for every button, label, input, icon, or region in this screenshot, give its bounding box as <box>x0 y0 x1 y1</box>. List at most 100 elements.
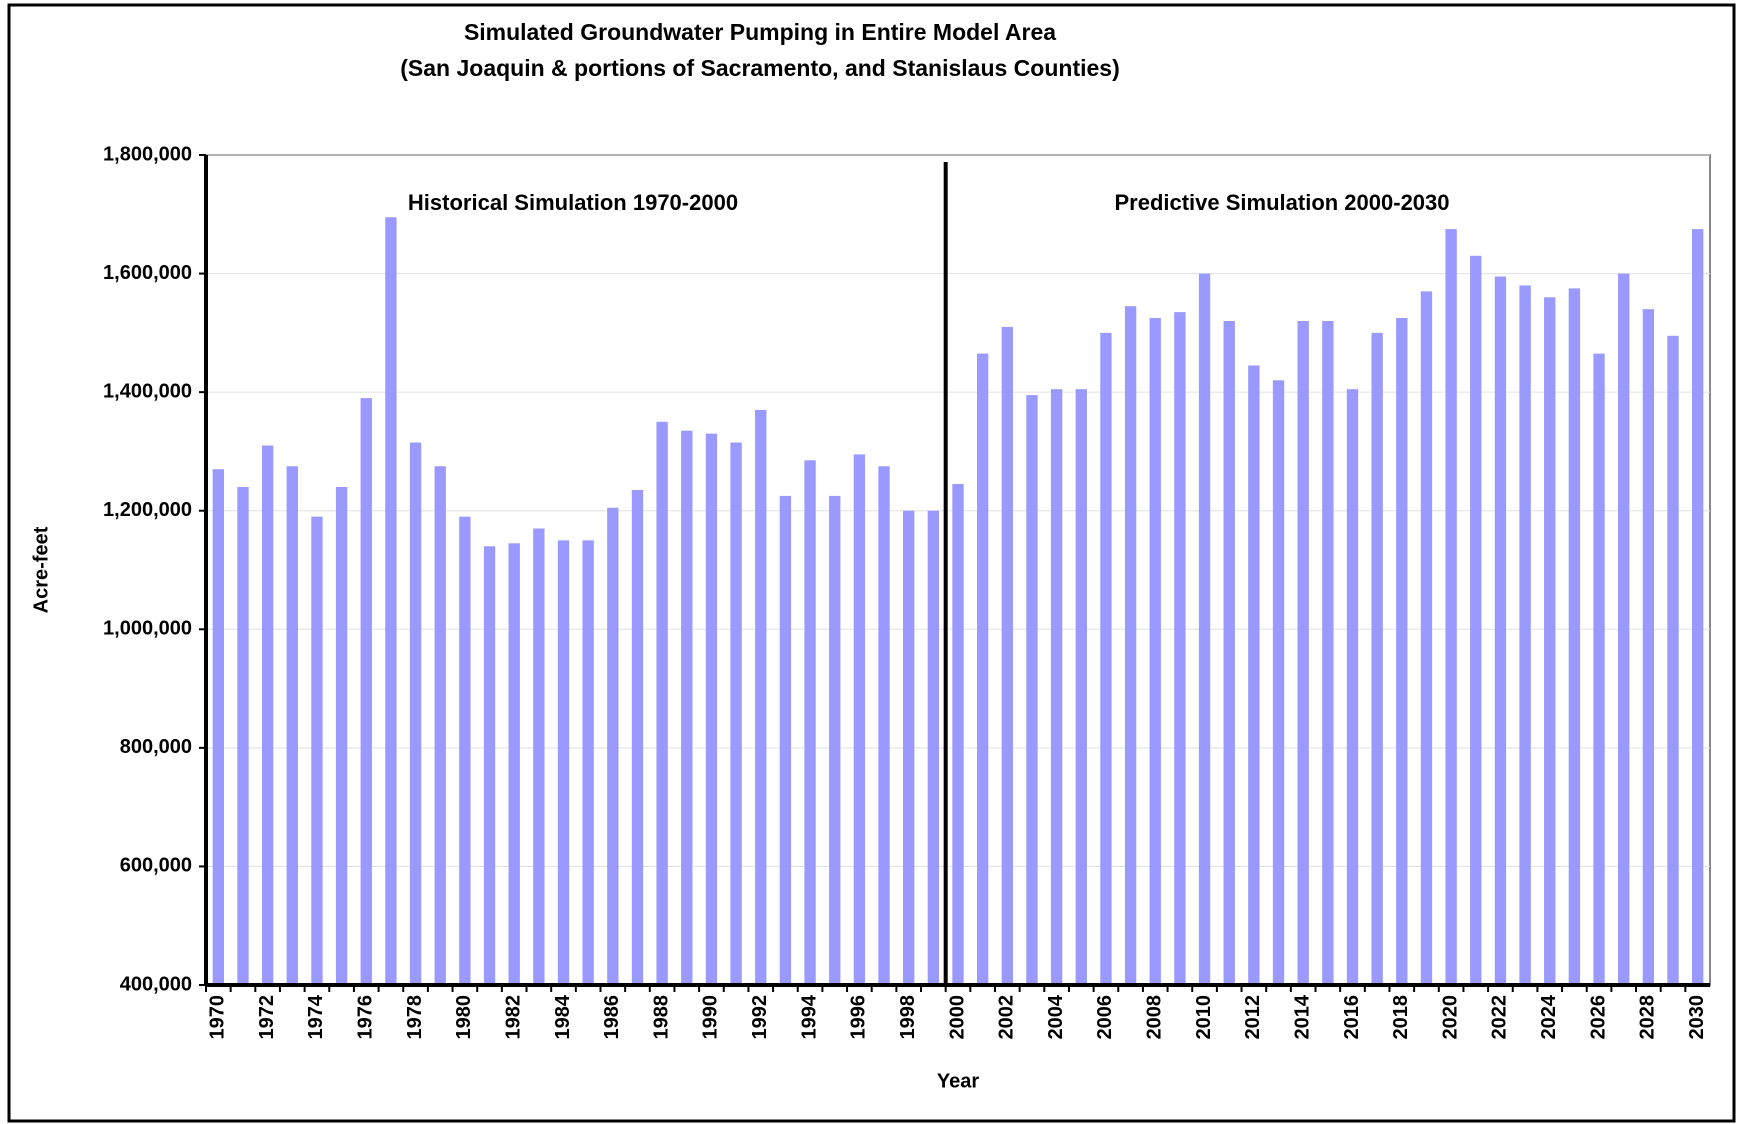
y-tick-label: 1,200,000 <box>103 499 192 521</box>
x-tick-label: 1984 <box>552 994 574 1039</box>
bar <box>533 528 545 985</box>
bar <box>1100 332 1112 985</box>
y-axis-label: Acre-feet <box>30 526 52 613</box>
annotation: Predictive Simulation 2000-2030 <box>1114 190 1449 215</box>
bar <box>335 487 348 985</box>
bar <box>976 353 989 985</box>
x-tick-label: 2030 <box>1686 995 1708 1040</box>
bar <box>878 466 890 985</box>
bar <box>1618 273 1630 986</box>
x-tick-label: 2004 <box>1045 994 1067 1039</box>
bar <box>1568 288 1581 986</box>
bar <box>459 516 471 985</box>
bar <box>1420 291 1433 985</box>
x-tick-label: 2018 <box>1390 995 1412 1040</box>
y-tick-label: 1,600,000 <box>103 262 192 284</box>
bar <box>582 540 594 985</box>
bar <box>1371 332 1383 985</box>
x-tick-label: 1974 <box>305 994 327 1039</box>
bar <box>631 489 644 985</box>
bar <box>409 442 422 985</box>
bar <box>1642 309 1655 986</box>
bar <box>730 442 742 985</box>
bar <box>1445 229 1457 985</box>
chart-title: Simulated Groundwater Pumping in Entire … <box>464 19 1056 45</box>
y-tick-label: 1,000,000 <box>103 618 192 640</box>
chart-subtitle: (San Joaquin & portions of Sacramento, a… <box>400 55 1119 81</box>
x-tick-label: 1988 <box>650 995 672 1040</box>
bar <box>1198 273 1211 986</box>
bar <box>1149 318 1161 985</box>
x-tick-label: 1976 <box>355 995 377 1040</box>
bar <box>1124 306 1137 985</box>
x-tick-label: 1978 <box>404 995 426 1040</box>
bar <box>1593 353 1605 985</box>
bar <box>1692 229 1704 985</box>
x-tick-label: 2020 <box>1439 995 1461 1040</box>
x-tick-label: 1970 <box>207 995 229 1040</box>
bar <box>952 484 964 985</box>
bar <box>1223 321 1235 985</box>
bar <box>286 466 298 985</box>
x-tick-label: 2014 <box>1291 994 1313 1039</box>
bar <box>1519 285 1531 985</box>
y-tick-label: 800,000 <box>120 736 192 758</box>
bar <box>483 546 496 985</box>
bar <box>1396 318 1408 985</box>
x-tick-label: 2024 <box>1538 994 1560 1039</box>
x-tick-label: 1980 <box>453 995 475 1040</box>
bar <box>1544 297 1556 985</box>
bar <box>508 543 520 985</box>
bar <box>1248 365 1260 985</box>
bar <box>1026 395 1038 985</box>
x-tick-label: 1990 <box>700 995 722 1040</box>
x-tick-label: 2016 <box>1341 995 1363 1040</box>
bar <box>1174 312 1186 985</box>
x-tick-label: 1998 <box>897 995 919 1040</box>
x-tick-label: 2002 <box>996 995 1018 1040</box>
bar <box>755 409 767 985</box>
bar <box>927 510 940 985</box>
bar <box>1001 326 1013 985</box>
x-tick-label: 2028 <box>1637 995 1659 1040</box>
x-tick-label: 1996 <box>848 995 870 1040</box>
x-tick-label: 2010 <box>1193 995 1215 1040</box>
x-tick-label: 1994 <box>798 994 820 1039</box>
bar <box>1297 321 1309 985</box>
bar <box>385 217 397 985</box>
x-tick-label: 1982 <box>502 995 524 1040</box>
x-tick-label: 1986 <box>601 995 623 1040</box>
bar <box>804 460 816 986</box>
bar <box>829 495 841 985</box>
bar <box>705 433 718 986</box>
x-tick-label: 2012 <box>1242 995 1264 1040</box>
bar <box>212 469 224 985</box>
y-tick-label: 400,000 <box>120 973 192 995</box>
x-tick-label: 2026 <box>1587 995 1609 1040</box>
y-tick-label: 600,000 <box>120 855 192 877</box>
bar <box>1470 255 1482 986</box>
bar <box>311 516 323 985</box>
bar <box>261 445 274 985</box>
x-axis-label: Year <box>937 1070 979 1092</box>
x-tick-label: 1992 <box>749 995 771 1040</box>
bar <box>1667 335 1679 986</box>
bar <box>1075 389 1087 985</box>
bar <box>434 466 446 985</box>
bar <box>1050 389 1063 985</box>
bar <box>1494 276 1507 985</box>
frame <box>7 3 1736 1123</box>
bar <box>607 507 619 985</box>
x-tick-label: 2022 <box>1489 995 1511 1040</box>
x-tick-label: 2008 <box>1144 995 1166 1040</box>
bar <box>557 540 570 985</box>
bar <box>1272 380 1285 985</box>
bar <box>656 421 668 985</box>
bar <box>360 398 372 986</box>
x-tick-label: 1972 <box>256 995 278 1040</box>
bar <box>1346 389 1359 985</box>
bar <box>237 487 249 985</box>
annotation: Historical Simulation 1970-2000 <box>408 190 738 215</box>
bar <box>779 495 792 985</box>
